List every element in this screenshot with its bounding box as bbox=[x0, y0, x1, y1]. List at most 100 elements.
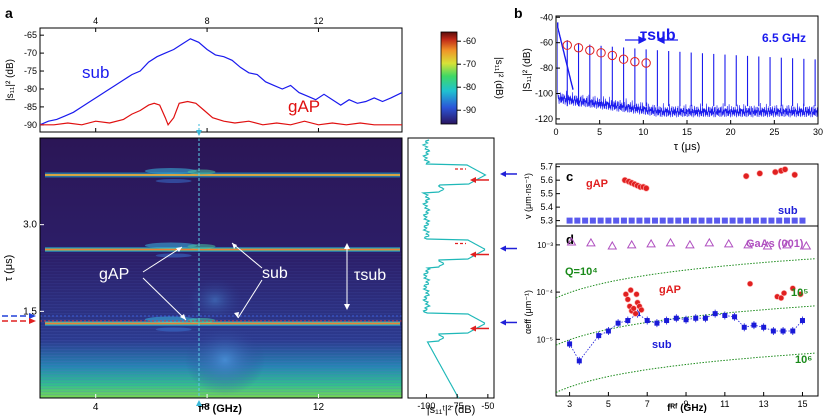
point-sub bbox=[654, 320, 660, 326]
echo-feature-tail bbox=[155, 178, 192, 183]
q-curve bbox=[556, 352, 817, 393]
side-xtick-label: -100 bbox=[417, 401, 435, 411]
point-gaas bbox=[685, 239, 695, 249]
panel-a-side: -100 -75 -50 |s₁₁ᵗ|² (dB) bbox=[407, 137, 517, 416]
point-sub bbox=[799, 318, 805, 324]
point-sub bbox=[613, 217, 620, 224]
echo-arrowhead-red bbox=[470, 325, 476, 332]
series-line-gap bbox=[40, 100, 402, 126]
ytick-label: 5.4 bbox=[540, 202, 553, 212]
ytick-label: -100 bbox=[535, 89, 553, 99]
point-gap bbox=[742, 172, 750, 180]
point-sub bbox=[732, 314, 738, 320]
ytick-label: -80 bbox=[540, 63, 553, 73]
annotation-frequency-b: 6.5 GHz bbox=[762, 31, 806, 45]
ytick-label: 1.5 bbox=[23, 306, 37, 317]
ytick-label: 5.7 bbox=[540, 162, 553, 172]
point-sub bbox=[683, 317, 689, 323]
q-curve bbox=[556, 305, 817, 346]
point-gaas bbox=[723, 238, 734, 248]
point-gap bbox=[622, 291, 629, 298]
annotation-q4-d: Q=10⁴ bbox=[565, 266, 598, 278]
point-sub bbox=[597, 217, 604, 224]
xtick-label: 10 bbox=[638, 127, 648, 137]
heatmap-stripe bbox=[40, 265, 402, 267]
ytick-label: 10⁻⁵ bbox=[537, 335, 553, 344]
annotation-sub-main: sub bbox=[262, 265, 288, 282]
ytick-label: -120 bbox=[535, 114, 553, 124]
xtick-label: 20 bbox=[726, 127, 736, 137]
point-sub bbox=[790, 328, 796, 334]
panel-a-main-ticks: 1.5 3.0 4 8 12 bbox=[23, 220, 324, 413]
top-xtick-label: 8 bbox=[205, 16, 210, 26]
point-gaas bbox=[586, 237, 596, 247]
xtick-label: 5 bbox=[606, 399, 611, 409]
ytick-label: -85 bbox=[24, 102, 37, 112]
echo-feature-tail bbox=[155, 327, 192, 332]
panel-a-top-series bbox=[40, 38, 402, 126]
point-gap bbox=[627, 287, 634, 294]
point-sub bbox=[712, 311, 718, 317]
point-gaas bbox=[782, 239, 792, 249]
ytick-label: 3.0 bbox=[23, 220, 37, 231]
point-sub bbox=[751, 322, 757, 328]
annotation-q6-d: 10⁶ bbox=[795, 354, 812, 366]
point-sub bbox=[605, 328, 611, 334]
point-gap bbox=[797, 291, 804, 298]
point-gaas bbox=[566, 237, 577, 246]
point-gaas bbox=[762, 240, 773, 250]
circled-peak bbox=[596, 48, 606, 58]
echo-band-center bbox=[45, 249, 400, 250]
point-sub bbox=[760, 217, 767, 224]
ytick-label: -60 bbox=[540, 38, 553, 48]
point-sub bbox=[566, 217, 573, 224]
top-xtick-label: 12 bbox=[313, 16, 323, 26]
panel-c: c 5.7 5.6 5.5 5.4 5.3 v (μm·ns⁻¹) gAP sub bbox=[523, 162, 819, 227]
side-xtick-label: -75 bbox=[451, 401, 464, 411]
panel-d-frame bbox=[555, 225, 819, 397]
echo-feature-gap bbox=[144, 167, 197, 174]
heatmap-stripe bbox=[40, 274, 402, 276]
panel-b-xlabel: τ (μs) bbox=[674, 141, 701, 153]
annotation-tausub-main: τsub bbox=[354, 267, 386, 284]
panel-a-top-ylabel: |s₁₁|² (dB) bbox=[5, 59, 16, 101]
point-gap bbox=[772, 168, 779, 176]
heatmap-blob-center bbox=[185, 325, 265, 395]
circled-peak bbox=[573, 43, 584, 53]
xtick-label: 0 bbox=[553, 127, 558, 137]
ytick-label: -90 bbox=[24, 120, 37, 130]
ytick-label: 10⁻⁴ bbox=[536, 288, 553, 297]
panel-b: b 0 5 10 15 20 25 30 -40 -60 -80 -100 -120 |S₁₁|² (… bbox=[514, 5, 823, 153]
heatmap-stripe bbox=[40, 277, 402, 279]
xtick-label: 4 bbox=[93, 402, 99, 413]
annotation-gap-d: gAP bbox=[659, 284, 681, 296]
echo-arrowhead-blue bbox=[500, 170, 506, 177]
panel-a-side-frame bbox=[407, 137, 495, 399]
point-sub bbox=[768, 217, 775, 224]
ytick-label: 5.5 bbox=[540, 189, 553, 199]
point-gap bbox=[778, 294, 785, 302]
heatmap-stripe bbox=[40, 259, 402, 261]
colorbar-tick-label: -90 bbox=[463, 105, 476, 115]
side-xtick-label: -50 bbox=[481, 401, 494, 411]
ytick-label: -80 bbox=[24, 84, 37, 94]
xtick-label: 5 bbox=[597, 127, 602, 137]
annotation-gap-c: gAP bbox=[586, 178, 608, 190]
echo-feature-tail bbox=[155, 253, 192, 258]
circled-peak bbox=[641, 58, 651, 68]
colorbar-gradient bbox=[440, 31, 458, 125]
xtick-label: 11 bbox=[720, 399, 729, 409]
point-sub bbox=[596, 333, 602, 339]
panel-c-points bbox=[566, 166, 806, 224]
xtick-label: 30 bbox=[813, 127, 823, 137]
point-sub bbox=[702, 315, 708, 321]
ytick-label: 5.3 bbox=[540, 216, 553, 226]
annotation-gap-main: gAP bbox=[99, 266, 129, 283]
ytick-label: 5.6 bbox=[540, 175, 553, 185]
heatmap-stripe bbox=[40, 268, 402, 270]
point-gap bbox=[642, 184, 650, 192]
point-gap bbox=[791, 171, 799, 179]
panel-a-top: a -65 -70 -75 -80 -85 -90 4 8 12 |s₁₁|² (dB) sub… bbox=[5, 5, 403, 133]
panel-label-c: c bbox=[566, 169, 573, 184]
